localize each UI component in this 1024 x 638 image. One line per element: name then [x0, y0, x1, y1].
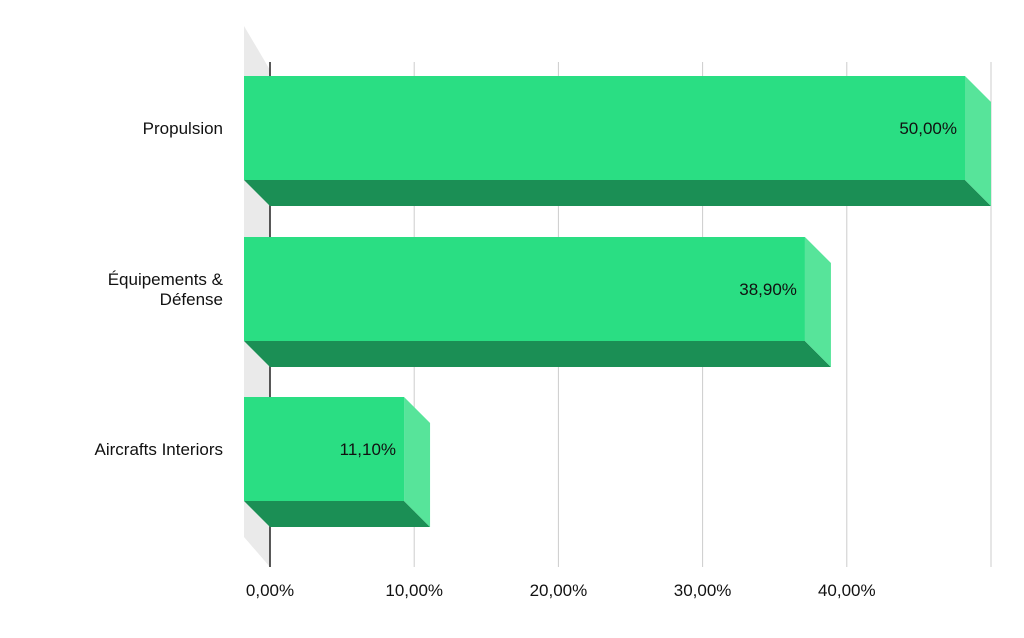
bar-group: 38,90%: [244, 237, 831, 367]
bar-bottom-face: [244, 341, 831, 367]
bar-side-face: [804, 237, 831, 367]
tick-label: 10,00%: [385, 581, 443, 600]
category-label: Propulsion: [143, 119, 223, 138]
bar-value-label: 11,10%: [340, 440, 396, 459]
tick-label: 20,00%: [530, 581, 588, 600]
tick-labels: 0,00% 10,00% 20,00% 30,00% 40,00%: [246, 581, 876, 600]
bar-value-label: 50,00%: [899, 119, 957, 138]
bar: [244, 237, 805, 341]
bar-side-face: [965, 76, 991, 206]
bar-group: 11,10%: [244, 397, 431, 527]
tick-label: 30,00%: [674, 581, 732, 600]
bar-bottom-face: [244, 501, 431, 527]
tick-label: 0,00%: [246, 581, 294, 600]
bar-value-label: 38,90%: [739, 280, 797, 299]
tick-label: 40,00%: [818, 581, 876, 600]
category-label: Défense: [160, 290, 223, 309]
bar: [244, 397, 405, 501]
bar: [244, 76, 965, 180]
category-label: Équipements &: [108, 270, 224, 289]
category-labels: Propulsion Équipements &Défense Aircrafts …: [95, 119, 224, 459]
bar-group: 50,00%: [244, 76, 991, 206]
bars: 50,00% 38,90% 11,10%: [244, 76, 991, 527]
bar-bottom-face: [244, 180, 991, 206]
bar-side-face: [404, 397, 431, 527]
category-label: Aircrafts Interiors: [95, 440, 223, 459]
